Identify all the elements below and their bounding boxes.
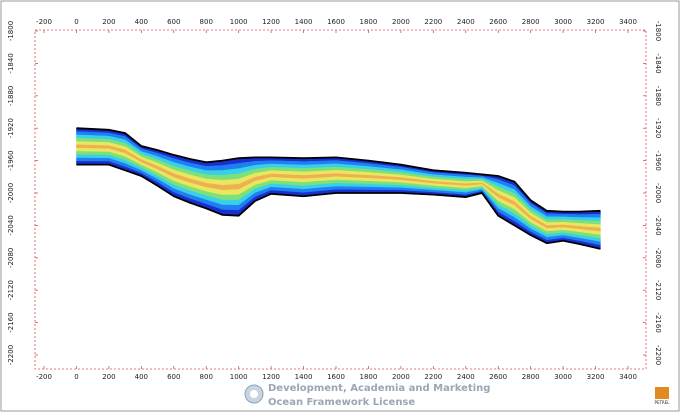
x-tick-label: -200 <box>36 18 52 26</box>
x-tick-label: 3000 <box>554 373 572 381</box>
x-tick-label: 1600 <box>327 373 345 381</box>
horizon-line <box>76 127 601 213</box>
x-tick-label: 2400 <box>457 18 475 26</box>
y-tick-label: -1840 <box>654 53 662 73</box>
y-tick-label: -2080 <box>7 248 15 268</box>
x-tick-label: 1200 <box>262 373 280 381</box>
y-tick-label: -1960 <box>7 150 15 170</box>
x-tick-label: 800 <box>200 18 213 26</box>
x-tick-label: 200 <box>102 373 115 381</box>
y-tick-label: -2040 <box>654 215 662 235</box>
y-tick-label: -2000 <box>7 183 15 203</box>
y-tick-label: -2160 <box>654 312 662 332</box>
x-tick-label: 1000 <box>230 373 248 381</box>
x-tick-label: 1400 <box>295 373 313 381</box>
x-tick-label: 2800 <box>522 18 540 26</box>
x-tick-label: -200 <box>36 373 52 381</box>
y-tick-label: -2120 <box>7 280 15 300</box>
x-tick-label: 2600 <box>489 373 507 381</box>
watermark-line: Ocean Framework License <box>268 397 415 408</box>
x-tick-label: 1800 <box>360 373 378 381</box>
y-tick-label: -1880 <box>654 86 662 106</box>
x-tick-label: 0 <box>74 18 78 26</box>
logo: PETREL <box>655 387 671 405</box>
y-tick-label: -1800 <box>7 21 15 41</box>
y-tick-label: -2200 <box>7 345 15 365</box>
x-tick-label: 2000 <box>392 373 410 381</box>
plot-frame <box>34 29 647 370</box>
y-tick-label: -2080 <box>654 248 662 268</box>
y-tick-label: -1880 <box>7 86 15 106</box>
y-tick-label: -2000 <box>654 183 662 203</box>
x-tick-label: 2000 <box>392 18 410 26</box>
y-tick-label: -2160 <box>7 312 15 332</box>
x-tick-label: 2600 <box>489 18 507 26</box>
y-tick-label: -1920 <box>7 118 15 138</box>
x-tick-label: 3200 <box>587 18 605 26</box>
watermark-line: Development, Academia and Marketing <box>268 383 490 394</box>
x-tick-label: 1800 <box>360 18 378 26</box>
x-tick-label: 3400 <box>619 18 637 26</box>
y-tick-label: -1920 <box>654 118 662 138</box>
y-tick-label: -1840 <box>7 53 15 73</box>
x-tick-label: 200 <box>102 18 115 26</box>
x-tick-label: 2800 <box>522 373 540 381</box>
logo-icon <box>655 387 669 399</box>
x-tick-label: 3200 <box>587 373 605 381</box>
watermark: Development, Academia and Marketing Ocea… <box>244 383 490 408</box>
x-tick-label: 600 <box>167 18 180 26</box>
y-tick-label: -2200 <box>654 345 662 365</box>
x-tick-label: 400 <box>135 373 148 381</box>
x-tick-label: 0 <box>74 373 78 381</box>
x-tick-label: 2200 <box>424 18 442 26</box>
y-tick-label: -1960 <box>654 150 662 170</box>
x-tick-label: 800 <box>200 373 213 381</box>
x-tick-label: 1400 <box>295 18 313 26</box>
x-tick-label: 2200 <box>424 373 442 381</box>
x-tick-label: 600 <box>167 373 180 381</box>
x-tick-label: 2400 <box>457 373 475 381</box>
y-tick-label: -2120 <box>654 280 662 300</box>
x-tick-label: 1600 <box>327 18 345 26</box>
y-tick-label: -1800 <box>654 21 662 41</box>
x-tick-label: 3000 <box>554 18 572 26</box>
x-tick-label: 400 <box>135 18 148 26</box>
watermark-icon-core <box>250 390 258 398</box>
x-tick-label: 1200 <box>262 18 280 26</box>
y-tick-label: -2040 <box>7 215 15 235</box>
x-tick-label: 3400 <box>619 373 637 381</box>
x-tick-label: 1000 <box>230 18 248 26</box>
horizon-line <box>76 163 601 250</box>
logo-text: PETREL <box>655 400 671 405</box>
